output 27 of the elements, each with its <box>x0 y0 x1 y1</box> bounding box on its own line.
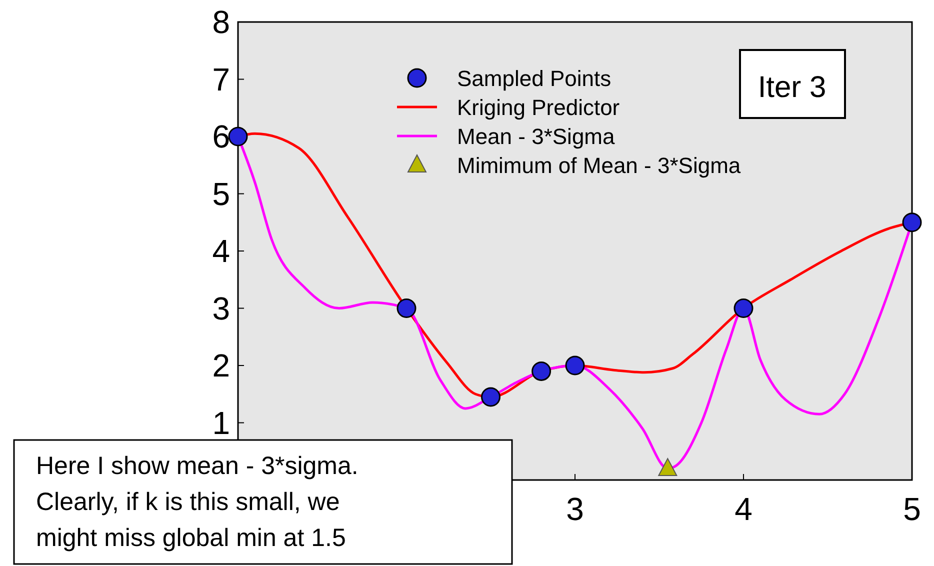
legend-label: Mean - 3*Sigma <box>457 124 616 149</box>
point <box>734 298 754 318</box>
y-tick-label: 7 <box>212 61 230 98</box>
legend-label: Kriging Predictor <box>457 95 620 120</box>
point <box>481 387 500 407</box>
point <box>228 126 248 146</box>
point <box>658 458 678 476</box>
y-tick-label: 5 <box>212 176 230 212</box>
legend-label: Sampled Points <box>457 66 612 91</box>
y-tick-label: 8 <box>212 4 230 40</box>
point <box>396 298 416 318</box>
point <box>532 361 552 381</box>
y-tick-label: 1 <box>212 404 230 441</box>
annotation: Iter 3 <box>758 71 826 104</box>
y-tick-label: 4 <box>212 233 230 269</box>
note-box: Here I show mean - 3*sigma. Clearly, if k is this small, we might miss global min at 1.5 <box>13 439 513 565</box>
legend-label: Mimimum of Mean - 3*Sigma <box>457 153 742 178</box>
x-tick-label: 3 <box>566 491 584 527</box>
y-tick-label: 2 <box>212 348 230 384</box>
x-tick-label: 5 <box>903 491 921 527</box>
note-box: Iter 3 <box>739 49 846 119</box>
point <box>902 212 922 232</box>
x-tick-label: 4 <box>734 491 752 527</box>
point <box>565 356 585 376</box>
y-tick-label: 6 <box>212 118 230 154</box>
y-tick-label: 3 <box>212 290 230 326</box>
annotation: Here I show mean - 3*sigma. Clearly, if k is this small, we might miss global min at 1.5 <box>36 452 358 552</box>
